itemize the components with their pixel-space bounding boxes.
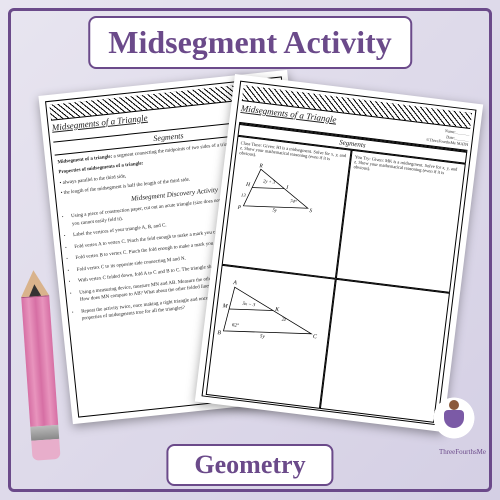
box2-text: MK is a midsegment. Solve for x, y, and … — [353, 158, 457, 175]
svg-text:H: H — [245, 182, 252, 189]
svg-text:5y: 5y — [260, 335, 266, 341]
svg-text:K: K — [274, 307, 281, 314]
svg-text:62°: 62° — [232, 323, 239, 329]
diagram-cell-2: A B C M K 5x − 3 5y 2z 62° — [206, 265, 336, 409]
triangle-diagram-1: R P S H I 2y + 3 13 5y 74° — [232, 159, 345, 227]
svg-text:B: B — [217, 330, 222, 336]
svg-text:M: M — [221, 303, 229, 310]
logo-figure — [441, 400, 467, 436]
box1-text: HI is a midsegment. Solve for x, y, and … — [239, 144, 346, 161]
footer-text: Geometry — [194, 450, 305, 479]
title-text: Midsegment Activity — [108, 24, 392, 60]
svg-text:13: 13 — [241, 192, 247, 198]
svg-text:P: P — [236, 204, 242, 211]
svg-text:C: C — [313, 334, 318, 340]
svg-text:R: R — [258, 163, 264, 170]
brand-text: ThreeFourthsMe — [439, 448, 486, 456]
worksheet-page-2: Midsegments of a Triangle Name:_______ D… — [195, 74, 483, 432]
footer-banner: Geometry — [166, 444, 333, 486]
svg-text:5x − 3: 5x − 3 — [242, 302, 256, 309]
problem-class-time: Class Time: Given: HI is a midsegment. S… — [222, 136, 352, 280]
svg-text:2y + 3: 2y + 3 — [263, 178, 276, 185]
svg-text:S: S — [309, 208, 313, 214]
svg-text:I: I — [285, 185, 290, 191]
brand-logo — [428, 392, 480, 444]
triangle-diagram-2: A B C M K 5x − 3 5y 2z 62° — [216, 273, 331, 356]
pencil-tip — [19, 269, 49, 297]
work-space — [320, 279, 450, 423]
svg-text:2z: 2z — [281, 318, 286, 324]
pencil-body — [21, 295, 58, 427]
problem-you-try: You Try: Given: MK is a midsegment. Solv… — [336, 150, 466, 294]
svg-text:74°: 74° — [290, 198, 297, 204]
title-banner: Midsegment Activity — [88, 16, 412, 69]
def-label: Midsegment of a triangle: — [57, 154, 112, 165]
svg-text:A: A — [232, 280, 238, 287]
svg-text:5y: 5y — [272, 207, 278, 213]
pencil-eraser — [31, 439, 60, 461]
